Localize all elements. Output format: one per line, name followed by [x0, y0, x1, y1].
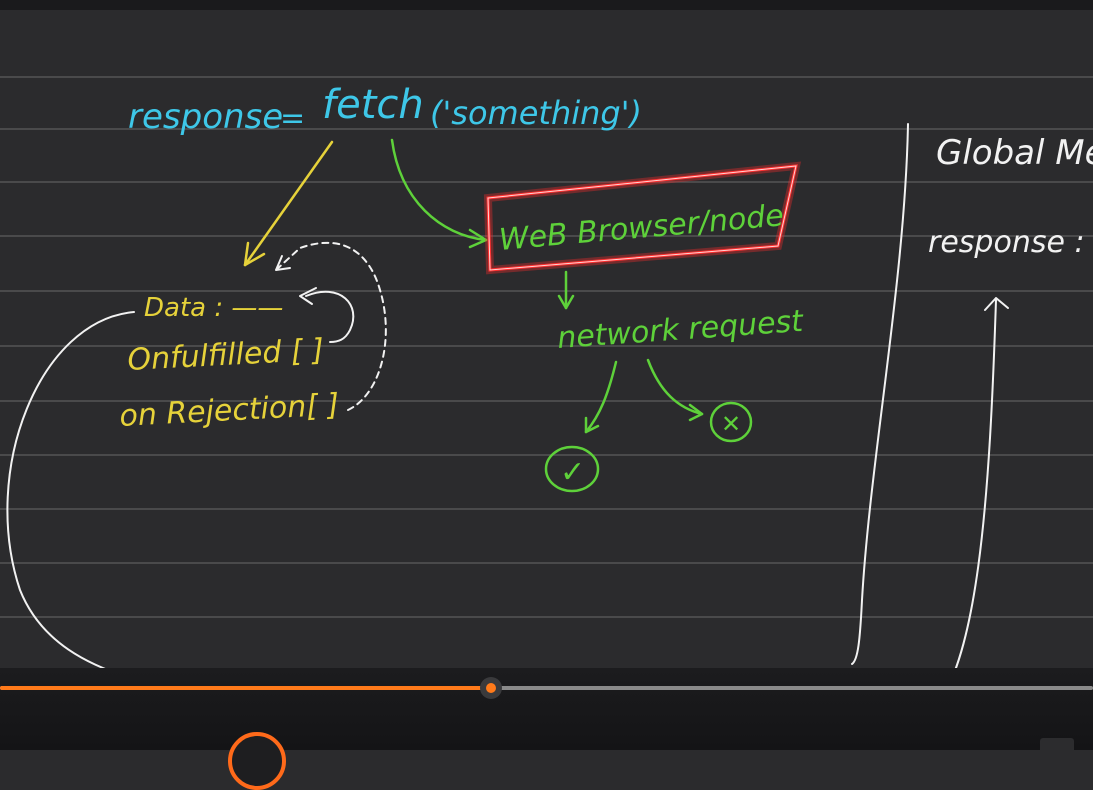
scrub-handle[interactable] — [479, 677, 502, 699]
browser-box — [483, 161, 802, 275]
video-controls — [0, 668, 1093, 790]
success-check-icon: ✓ — [544, 445, 600, 493]
branch-arrows — [584, 358, 704, 434]
response-var-text: response — [128, 97, 283, 137]
fetch-arg-text: ('something') — [430, 94, 642, 132]
onfulfilled-label: Onfulfilled [ ] — [127, 333, 325, 378]
top-bar — [0, 0, 1093, 10]
svg-text:✕: ✕ — [721, 410, 741, 438]
onrejection-label: on Rejection[ ] — [119, 388, 340, 434]
fetch-text: fetch — [322, 82, 424, 128]
arrow-to-network — [557, 270, 575, 310]
svg-text:✓: ✓ — [560, 455, 585, 490]
scrub-dot — [485, 683, 496, 693]
progress-bar[interactable] — [0, 677, 1093, 699]
failure-x-icon: ✕ — [709, 401, 753, 443]
ruled-lines — [0, 76, 1093, 618]
bottom-right-control[interactable] — [1040, 738, 1074, 750]
equals-text: = — [280, 101, 305, 136]
network-request-label: network request — [556, 304, 805, 356]
record-button[interactable] — [228, 732, 286, 790]
global-response-label: response : — [928, 225, 1085, 260]
green-arrow-to-browser — [390, 138, 488, 249]
data-label: Data : —— — [144, 293, 283, 323]
global-memory-label: Global Me — [936, 133, 1093, 173]
yellow-arrow — [243, 140, 334, 267]
progress-fill — [0, 686, 491, 690]
whiteboard-canvas: response = fetch ('something') WeB Brows… — [0, 0, 1093, 741]
